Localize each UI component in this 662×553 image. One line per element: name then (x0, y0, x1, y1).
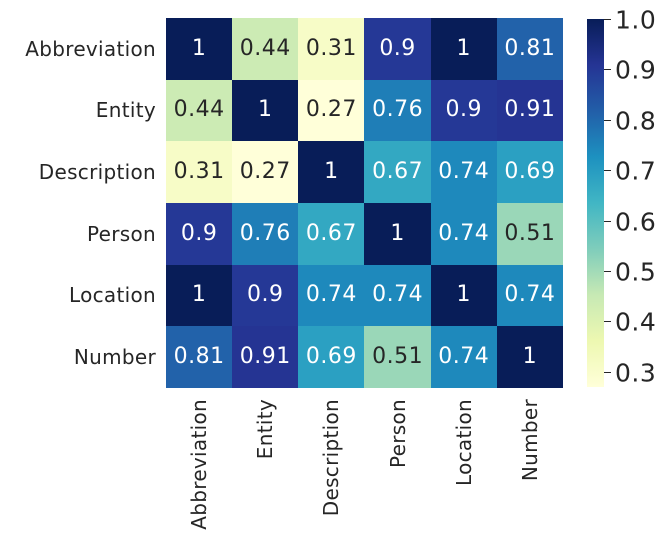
colorbar-tick-mark (604, 69, 611, 71)
colorbar-tick-label: 0.7 (615, 156, 657, 186)
heatmap-cell: 0.51 (364, 326, 431, 388)
heatmap-cell: 0.31 (298, 18, 365, 80)
colorbar-tick-label: 0.3 (615, 358, 657, 388)
x-axis-labels: Abbreviation Entity Description Person Locat… (166, 399, 563, 549)
colorbar-tick-label: 0.4 (615, 307, 657, 337)
heatmap-cell: 0.9 (364, 18, 431, 80)
heatmap-cell: 1 (166, 264, 233, 327)
x-tick-label: Location (451, 399, 476, 486)
heatmap-cell: 1 (496, 326, 563, 388)
heatmap-cell: 0.91 (496, 79, 563, 142)
heatmap-cell: 1 (298, 141, 365, 203)
heatmap-cell: 0.74 (496, 264, 563, 327)
heatmap-cell: 1 (430, 264, 497, 327)
y-tick-label: Description (38, 160, 156, 185)
colorbar-tick-mark (604, 119, 611, 121)
y-axis-labels: Abbreviation Entity Description Person Locat… (0, 18, 156, 388)
x-tick-label: Abbreviation (187, 399, 212, 530)
heatmap-cell: 1 (430, 18, 497, 80)
heatmap-cell: 0.27 (298, 79, 365, 142)
heatmap-cell: 0.44 (166, 79, 233, 142)
heatmap-cell: 0.74 (430, 326, 497, 388)
heatmap-cell: 0.76 (232, 203, 299, 265)
colorbar-tick-mark (604, 220, 611, 222)
y-tick-label: Location (69, 283, 156, 308)
y-tick-label: Abbreviation (25, 36, 156, 61)
x-tick-label: Person (385, 399, 410, 469)
heatmap-cell: 0.44 (232, 18, 299, 80)
colorbar-tick-label: 1.0 (615, 5, 657, 35)
heatmap-cell: 0.69 (496, 141, 563, 203)
colorbar-tick-mark (604, 321, 611, 323)
colorbar-tick-mark (604, 170, 611, 172)
y-tick-label: Person (86, 221, 156, 246)
heatmap-cell: 0.76 (364, 79, 431, 142)
heatmap-cell: 0.9 (430, 79, 497, 142)
heatmap-cell: 0.91 (232, 326, 299, 388)
heatmap-cell: 0.27 (232, 141, 299, 203)
heatmap-cell: 0.51 (496, 203, 563, 265)
colorbar-tick-label: 0.5 (615, 257, 657, 287)
y-tick-label: Entity (95, 98, 156, 123)
heatmap-cell: 0.9 (166, 203, 233, 265)
heatmap-cell: 1 (364, 203, 431, 265)
x-tick-label: Entity (253, 399, 278, 460)
colorbar (587, 19, 604, 387)
y-tick-label: Number (73, 345, 156, 370)
colorbar-tick-mark (604, 371, 611, 373)
heatmap-cell: 0.74 (298, 264, 365, 327)
heatmap-cell: 1 (166, 18, 233, 80)
colorbar-tick-label: 0.9 (615, 55, 657, 85)
heatmap-cell: 0.31 (166, 141, 233, 203)
heatmap-grid: 1 0.44 0.31 0.9 1 0.81 0.44 1 0.27 0.76 0.9 0.91 0.3… (166, 18, 563, 388)
colorbar-tick-mark (604, 271, 611, 273)
colorbar-tick-mark (604, 19, 611, 20)
heatmap-cell: 1 (232, 79, 299, 142)
heatmap-cell: 0.81 (496, 18, 563, 80)
heatmap-cell: 0.9 (232, 264, 299, 327)
x-tick-label: Number (517, 399, 542, 482)
colorbar-tick-label: 0.6 (615, 207, 657, 237)
heatmap-cell: 0.74 (430, 203, 497, 265)
x-tick-label: Description (319, 399, 344, 517)
heatmap-cell: 0.67 (298, 203, 365, 265)
heatmap-cell: 0.81 (166, 326, 233, 388)
heatmap-cell: 0.74 (364, 264, 431, 327)
colorbar-tick-label: 0.8 (615, 106, 657, 136)
heatmap-cell: 0.74 (430, 141, 497, 203)
heatmap-cell: 0.69 (298, 326, 365, 388)
heatmap-cell: 0.67 (364, 141, 431, 203)
